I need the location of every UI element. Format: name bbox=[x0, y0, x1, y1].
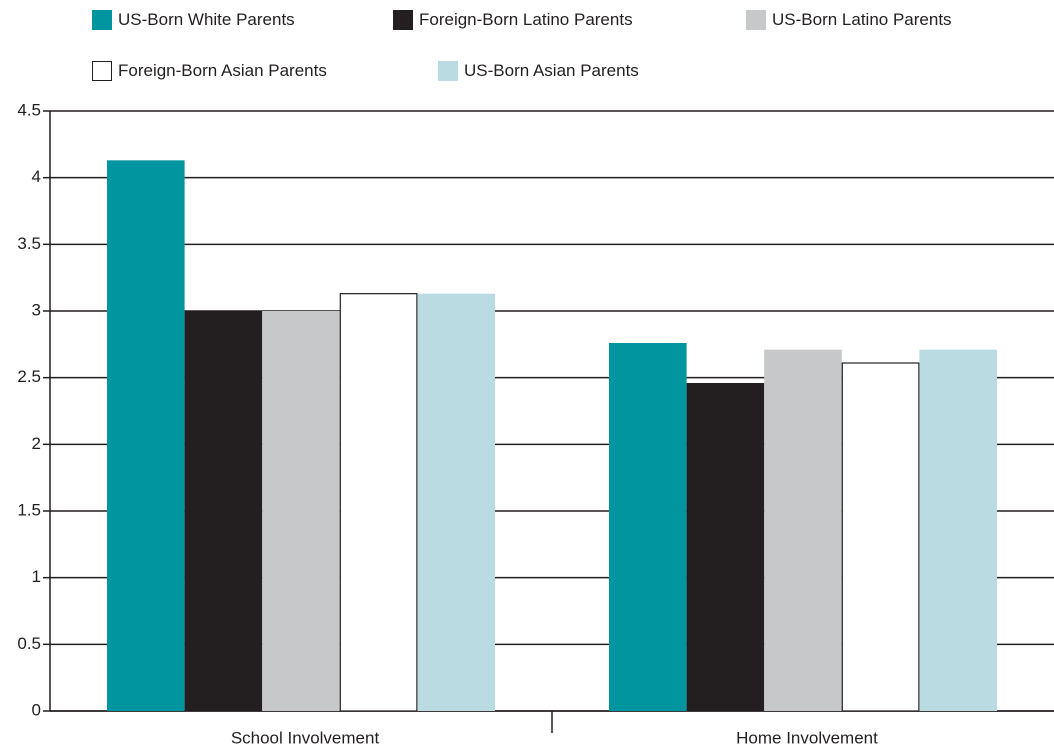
legend-swatch-us-born-asian bbox=[438, 61, 458, 81]
bar bbox=[841, 362, 920, 712]
legend-item-us-born-white: US-Born White Parents bbox=[92, 10, 295, 30]
bar bbox=[262, 311, 340, 711]
legend-swatch-us-born-white bbox=[92, 10, 112, 30]
bar bbox=[686, 383, 765, 711]
y-tick-label: 0 bbox=[32, 700, 41, 719]
y-tick-label: 4 bbox=[32, 167, 41, 186]
y-tick-label: 1.5 bbox=[17, 500, 41, 519]
y-tick-label: 4.5 bbox=[17, 100, 41, 119]
legend-item-foreign-born-latino: Foreign-Born Latino Parents bbox=[393, 10, 633, 30]
y-tick-label: 3.5 bbox=[17, 234, 41, 253]
bar bbox=[339, 293, 418, 712]
legend-label-foreign-born-latino: Foreign-Born Latino Parents bbox=[419, 10, 633, 29]
legend-label-foreign-born-asian: Foreign-Born Asian Parents bbox=[118, 61, 327, 80]
y-tick-label: 1 bbox=[32, 567, 41, 586]
legend-swatch-foreign-born-asian bbox=[92, 61, 112, 81]
y-tick-label: 0.5 bbox=[17, 634, 41, 653]
bar bbox=[184, 311, 263, 711]
legend-swatch-foreign-born-latino bbox=[393, 10, 413, 30]
x-category-label: Home Involvement bbox=[736, 728, 878, 747]
legend-label-us-born-asian: US-Born Asian Parents bbox=[464, 61, 639, 80]
bar bbox=[609, 343, 687, 711]
legend-item-us-born-latino: US-Born Latino Parents bbox=[746, 10, 952, 30]
x-category-label: School Involvement bbox=[231, 728, 380, 747]
bar bbox=[919, 349, 997, 711]
bar bbox=[417, 293, 495, 711]
legend-label-us-born-latino: US-Born Latino Parents bbox=[772, 10, 952, 29]
legend-label-us-born-white: US-Born White Parents bbox=[118, 10, 295, 29]
bar bbox=[107, 160, 185, 712]
y-tick-label: 2.5 bbox=[17, 367, 41, 386]
legend-item-us-born-asian: US-Born Asian Parents bbox=[438, 61, 639, 81]
y-tick-label: 2 bbox=[32, 434, 41, 453]
legend-swatch-us-born-latino bbox=[746, 10, 766, 30]
bar bbox=[764, 349, 842, 711]
legend-item-foreign-born-asian: Foreign-Born Asian Parents bbox=[92, 61, 327, 81]
y-tick-label: 3 bbox=[32, 300, 41, 319]
